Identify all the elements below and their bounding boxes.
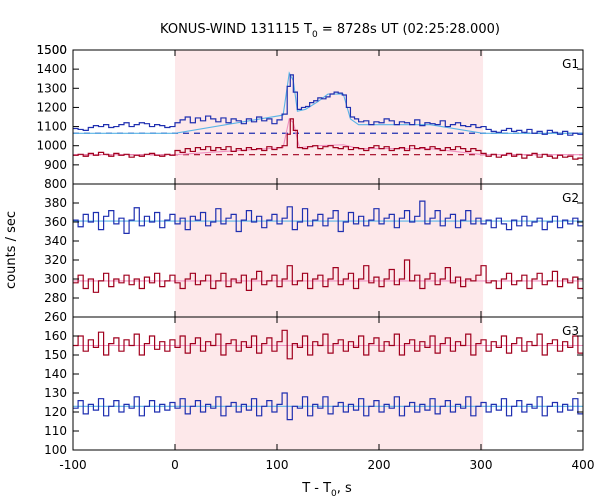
lightcurve-series-red	[73, 329, 583, 360]
y-tick-label: 120	[44, 405, 67, 419]
y-tick-label: 100	[44, 443, 67, 457]
y-tick-label: 1500	[36, 43, 67, 57]
x-axis-label-subscript: 0	[331, 489, 337, 499]
y-tick-label: 260	[44, 310, 67, 324]
y-tick-label: 340	[44, 234, 67, 248]
y-tick-label: 1300	[36, 81, 67, 95]
x-tick-label: 200	[368, 458, 391, 472]
y-tick-label: 1400	[36, 62, 67, 76]
y-tick-label: 1500	[36, 43, 67, 57]
lightcurve-series-red	[73, 259, 583, 293]
y-tick-label: 280	[44, 291, 67, 305]
x-axis-label-suffix: , s	[337, 481, 352, 496]
y-tick-label: 140	[44, 367, 67, 381]
panel-label: G2	[562, 191, 579, 205]
panel-g2: 260 280 300 320 340 360 380 G2	[44, 183, 584, 324]
model-curve-cyan	[73, 71, 583, 134]
y-tick-label: 1000	[36, 139, 67, 153]
y-axis-label: counts / sec	[4, 211, 19, 289]
chart-title-suffix: = 8728s UT (02:25:28.000)	[318, 22, 500, 37]
lightcurve-series-blue	[73, 74, 583, 136]
burst-interval-shading	[175, 50, 484, 450]
x-tick-label: 400	[572, 458, 595, 472]
y-tick-label: 380	[44, 196, 67, 210]
chart-title: KONUS-WIND 131115 T0 = 8728s UT (02:25:2…	[160, 22, 500, 40]
y-tick-label: 900	[44, 158, 67, 172]
x-tick-label: 300	[470, 458, 493, 472]
panel-frame	[72, 316, 584, 451]
y-tick-label: 320	[44, 253, 67, 267]
y-tick-label: 150	[44, 348, 67, 362]
panel-label: G1	[562, 57, 579, 71]
plot-area: 8009001000110012001300140015001500G12602…	[36, 43, 594, 472]
panel-g3: 100 110 120 130 140 150 160 G3	[44, 316, 584, 457]
y-tick-label: 300	[44, 272, 67, 286]
panel-label: G3	[562, 324, 579, 338]
x-tick-label: 100	[266, 458, 289, 472]
y-tick-label: 800	[44, 177, 67, 191]
x-axis-label: T - T0, s	[301, 481, 352, 499]
x-tick-label: 0	[171, 458, 179, 472]
y-tick-label: 1100	[36, 120, 67, 134]
y-tick-label: 130	[44, 386, 67, 400]
lightcurve-series-blue	[73, 392, 583, 421]
y-tick-label: 160	[44, 329, 67, 343]
lightcurve-series-red	[73, 118, 583, 160]
x-axis-label-prefix: T - T	[301, 481, 331, 496]
y-tick-label: 360	[44, 215, 67, 229]
y-tick-label: 110	[44, 424, 67, 438]
x-tick-label: -100	[59, 458, 86, 472]
chart-title-subscript: 0	[312, 30, 318, 40]
y-tick-label: 1200	[36, 100, 67, 114]
lightcurve-series-blue	[73, 200, 583, 234]
chart-title-prefix: KONUS-WIND 131115 T	[160, 22, 312, 37]
